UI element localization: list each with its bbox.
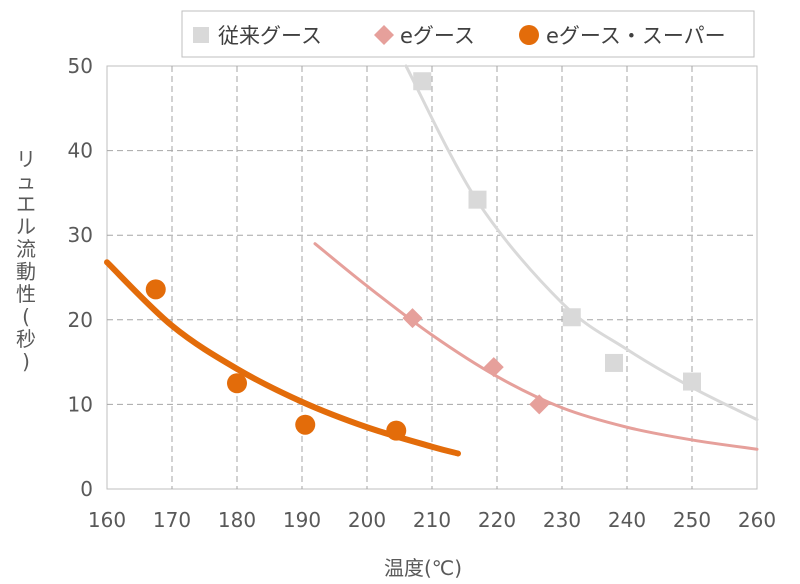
x-tick-label: 240	[608, 508, 646, 532]
x-tick-label: 200	[348, 508, 386, 532]
y-label-char: 動	[16, 260, 36, 284]
legend-label: 従来グース	[218, 24, 322, 48]
trend-line	[104, 259, 461, 457]
y-label-char: (	[22, 305, 30, 329]
data-point-square	[468, 190, 487, 209]
data-point-circle	[295, 414, 316, 435]
data-point-circle	[386, 420, 407, 441]
x-axis-label: 温度(℃)	[384, 556, 462, 580]
legend-square-icon	[193, 27, 209, 43]
x-tick-label: 210	[413, 508, 451, 532]
legend-diamond-icon	[374, 25, 394, 45]
x-tick-label: 170	[153, 508, 191, 532]
legend-box	[181, 10, 755, 58]
y-label-char: ュ	[16, 170, 36, 194]
y-tick-label: 40	[68, 139, 93, 163]
data-point-square	[605, 353, 623, 372]
legend: 従来グース eグース eグース・スーパー	[181, 10, 755, 58]
y-label-char: 秒	[16, 327, 36, 351]
y-label-char: 流	[16, 237, 36, 261]
data-point-square	[683, 372, 701, 391]
x-tick-label: 160	[88, 508, 126, 532]
x-tick-label: 250	[673, 508, 711, 532]
y-tick-label: 10	[68, 392, 93, 416]
legend-label: eグース・スーパー	[546, 24, 726, 48]
y-label-char: ル	[16, 215, 36, 239]
x-tick-label: 180	[218, 508, 256, 532]
data-point-diamond	[402, 308, 423, 329]
y-label-char: リ	[16, 147, 36, 171]
data-point-square	[562, 308, 581, 327]
y-label-char: エ	[16, 192, 36, 216]
data-point-diamond	[483, 357, 504, 378]
x-tick-label: 260	[738, 508, 776, 532]
data-point-circle	[227, 373, 247, 394]
y-tick-label: 30	[68, 223, 93, 247]
legend-label: eグース	[400, 24, 475, 48]
y-tick-label: 20	[68, 308, 93, 332]
x-axis-ticks: 160 170 180 190 200 210 220 230 240 250 260	[88, 508, 776, 532]
trend-line	[404, 64, 759, 422]
x-tick-label: 220	[478, 508, 516, 532]
y-axis-ticks: 0 10 20 30 40 50	[68, 54, 93, 501]
data-point-square	[413, 72, 432, 91]
trend-line	[313, 242, 759, 451]
x-tick-label: 190	[283, 508, 321, 532]
data-point-circle	[145, 279, 166, 300]
y-label-char: )	[22, 350, 30, 374]
legend-circle-icon	[519, 25, 539, 45]
x-tick-label: 230	[543, 508, 581, 532]
data-points	[145, 72, 701, 441]
y-tick-label: 0	[80, 477, 93, 501]
grid	[106, 65, 758, 490]
data-point-diamond	[529, 394, 550, 415]
y-label-char: 性	[16, 282, 36, 306]
y-tick-label: 50	[68, 54, 93, 78]
